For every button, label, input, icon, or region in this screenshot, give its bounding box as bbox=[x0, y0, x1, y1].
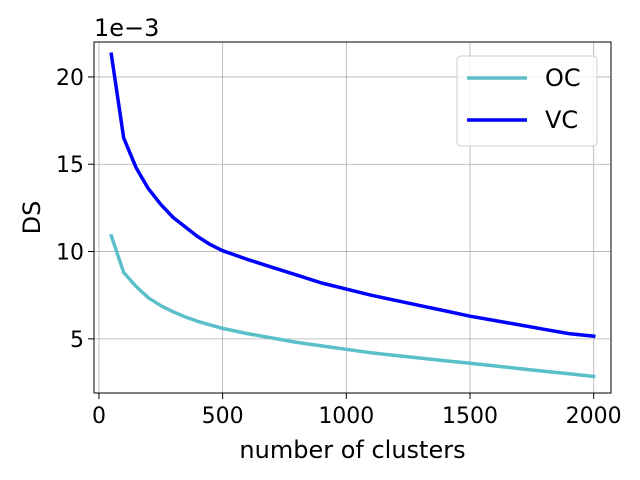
y-offset-text: 1e−3 bbox=[94, 14, 159, 42]
x-tick-label: 1500 bbox=[442, 404, 498, 429]
x-tick-label: 1000 bbox=[318, 404, 374, 429]
y-tick-label: 20 bbox=[56, 66, 84, 91]
legend-label-oc: OC bbox=[545, 64, 581, 92]
x-tick-label: 500 bbox=[202, 404, 244, 429]
y-axis-label: DS bbox=[18, 201, 46, 235]
legend: OC VC bbox=[456, 55, 598, 147]
x-axis: 0 500 1000 1500 2000 bbox=[92, 393, 622, 429]
series-line-oc bbox=[109, 233, 596, 379]
series-layer bbox=[109, 52, 596, 379]
plot-frame bbox=[93, 41, 612, 394]
x-axis-label: number of clusters bbox=[239, 436, 465, 464]
x-tick-label: 2000 bbox=[566, 404, 622, 429]
y-axis: 5 10 15 20 bbox=[56, 66, 94, 353]
legend-label-vc: VC bbox=[545, 106, 578, 134]
y-tick-label: 5 bbox=[70, 328, 84, 353]
y-tick-label: 10 bbox=[56, 241, 84, 266]
y-tick-label: 15 bbox=[56, 153, 84, 178]
series-line-vc bbox=[109, 52, 596, 339]
x-tick-label: 0 bbox=[92, 404, 106, 429]
